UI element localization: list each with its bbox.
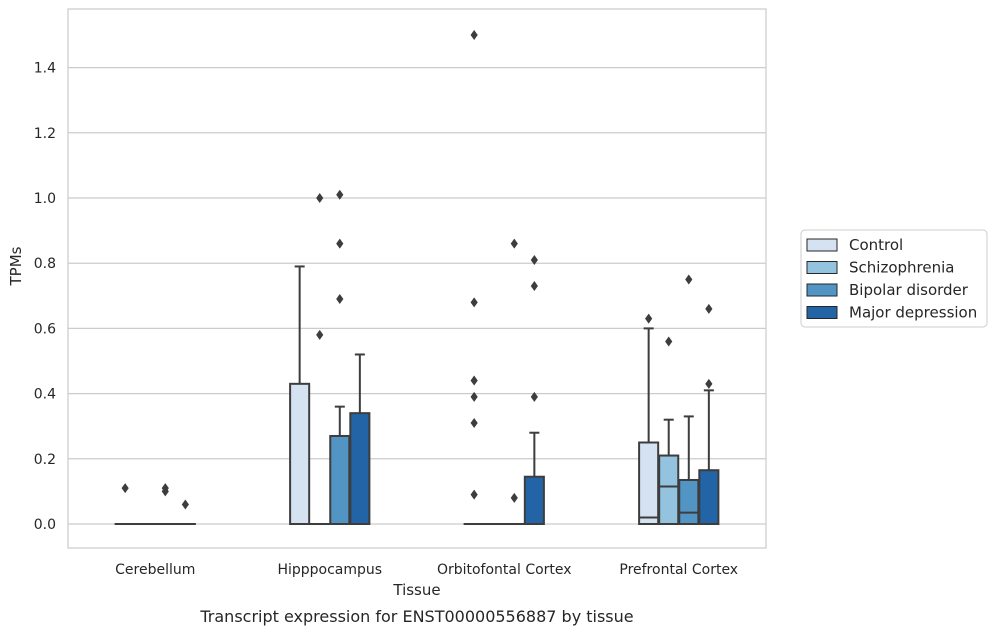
- legend-swatch: [806, 261, 838, 274]
- outlier-point: [510, 492, 518, 503]
- box: [698, 469, 720, 525]
- y-tick-label: 1.2: [34, 126, 56, 142]
- box-group: [289, 265, 311, 525]
- outlier-point: [530, 281, 538, 292]
- box-group: [309, 193, 331, 526]
- y-tick-labels: 0.0 0.2 0.4 0.6 0.8 1.0 1.2 1.4: [34, 61, 56, 533]
- grid-lines: [68, 66, 766, 525]
- outlier-point: [665, 336, 673, 347]
- outlier-point: [685, 274, 693, 285]
- x-tick-label: Orbitofontal Cortex: [437, 562, 572, 578]
- box-group: [463, 30, 485, 526]
- box-group: [678, 274, 700, 525]
- box: [289, 382, 311, 525]
- outlier-point: [121, 483, 129, 494]
- box: [658, 454, 680, 526]
- legend-items: Control Schizophrenia Bipolar disorder Majo…: [806, 236, 977, 322]
- box-plots: [114, 30, 720, 526]
- box-group: [114, 483, 136, 526]
- box-group: [658, 336, 680, 526]
- legend-label: Bipolar disorder: [849, 281, 969, 299]
- legend-swatch: [806, 238, 838, 252]
- figure-caption: Transcript expression for ENST0000055688…: [199, 607, 633, 626]
- box-group: [638, 313, 660, 525]
- box-group: [174, 499, 196, 526]
- y-tick-label: 1.0: [34, 191, 56, 207]
- y-axis-title: TPMs: [7, 246, 25, 286]
- outlier-point: [470, 489, 478, 500]
- y-tick-label: 0.6: [34, 321, 56, 337]
- legend-swatch: [806, 283, 838, 297]
- box-group: [349, 353, 371, 525]
- outlier-point: [530, 254, 538, 265]
- legend-frame: [800, 229, 988, 328]
- outlier-point: [705, 378, 713, 389]
- box-group: [698, 303, 720, 525]
- box: [329, 434, 351, 526]
- x-axis-title: Tissue: [392, 581, 440, 599]
- x-tick-label: Hipppocampus: [277, 562, 382, 578]
- outlier-point: [510, 238, 518, 249]
- y-tick-label: 0.4: [34, 387, 56, 403]
- outlier-point: [705, 303, 713, 314]
- box: [349, 412, 371, 525]
- outlier-point: [470, 391, 478, 402]
- outlier-point: [530, 391, 538, 402]
- legend: Control Schizophrenia Bipolar disorder Majo…: [800, 229, 988, 328]
- outlier-point: [470, 30, 478, 40]
- outlier-point: [316, 329, 324, 340]
- y-tick-label: 0.0: [34, 517, 56, 533]
- box: [523, 475, 545, 526]
- outlier-point: [336, 189, 344, 200]
- box: [678, 478, 700, 525]
- x-tick-label: Cerebellum: [115, 562, 195, 578]
- y-tick-label: 0.8: [34, 256, 56, 272]
- legend-label: Major depression: [849, 304, 977, 322]
- outlier-point: [470, 375, 478, 386]
- outlier-point: [336, 238, 344, 249]
- x-tick-labels: Cerebellum Hipppocampus Orbitofontal Corte…: [115, 562, 738, 578]
- outlier-point: [470, 297, 478, 308]
- box: [638, 441, 660, 525]
- outlier-point: [470, 417, 478, 428]
- outlier-point: [316, 193, 324, 203]
- box-group: [503, 238, 525, 526]
- box-group: [154, 483, 176, 526]
- legend-swatch: [806, 306, 838, 319]
- plot-frame: [67, 8, 767, 549]
- box-group: [329, 189, 351, 526]
- outlier-point: [181, 499, 189, 510]
- x-tick-label: Prefrontal Cortex: [619, 562, 738, 578]
- y-tick-label: 0.2: [34, 452, 56, 468]
- box-group: [523, 254, 545, 526]
- legend-label: Schizophrenia: [849, 259, 954, 277]
- legend-label: Control: [849, 236, 903, 254]
- outlier-point: [161, 483, 169, 494]
- outlier-point: [336, 294, 344, 305]
- outlier-point: [645, 313, 653, 324]
- y-tick-label: 1.4: [34, 61, 56, 77]
